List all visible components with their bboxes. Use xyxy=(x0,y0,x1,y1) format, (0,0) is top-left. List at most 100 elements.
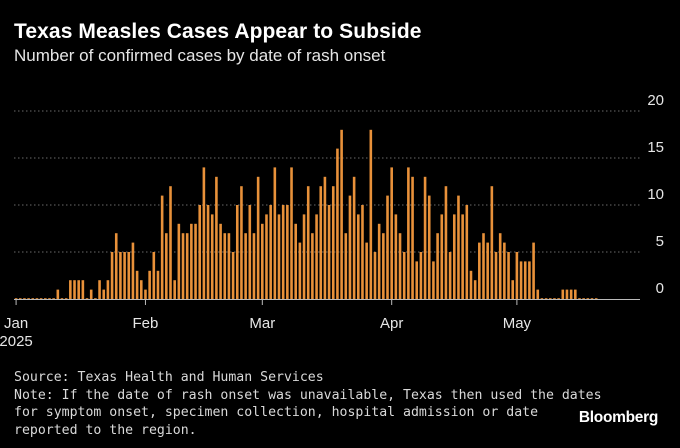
bar xyxy=(227,233,231,299)
bar xyxy=(18,298,22,299)
bar xyxy=(415,261,419,299)
bar xyxy=(44,298,47,299)
bar xyxy=(215,176,218,299)
bar xyxy=(377,223,381,299)
bar xyxy=(427,195,431,299)
bar xyxy=(89,289,93,299)
bar xyxy=(202,167,206,299)
bar xyxy=(352,176,356,299)
bar xyxy=(223,233,227,299)
bar xyxy=(102,289,106,299)
bar xyxy=(240,186,243,299)
bar xyxy=(515,252,519,299)
bar xyxy=(423,176,427,299)
bar xyxy=(294,223,297,299)
bar xyxy=(231,252,235,299)
bar xyxy=(382,233,385,299)
bar xyxy=(357,214,360,299)
bar xyxy=(135,270,139,299)
bar xyxy=(327,205,331,299)
bar xyxy=(144,289,147,299)
y-tick-label: 5 xyxy=(656,233,664,250)
bar xyxy=(548,298,552,299)
bar xyxy=(390,167,393,299)
bar xyxy=(114,233,118,299)
bar xyxy=(85,298,89,299)
bar xyxy=(553,298,556,299)
bar xyxy=(486,242,489,299)
bar xyxy=(194,223,197,299)
bar xyxy=(306,186,310,299)
bar xyxy=(331,186,335,299)
bar xyxy=(344,233,348,299)
bar xyxy=(131,242,135,299)
bar xyxy=(286,205,289,299)
bar xyxy=(110,252,114,299)
bar xyxy=(565,289,569,299)
x-tick-label: Feb xyxy=(133,315,159,332)
bar xyxy=(269,205,272,299)
bar xyxy=(319,186,323,299)
note-line: for symptom onset, specimen collection, … xyxy=(14,405,539,420)
bar xyxy=(340,129,343,299)
bar xyxy=(281,205,285,299)
bar xyxy=(436,233,439,299)
chart-subtitle: Number of confirmed cases by date of ras… xyxy=(14,46,386,65)
bar xyxy=(298,242,302,299)
bar xyxy=(361,205,364,299)
bar xyxy=(156,270,160,299)
bar xyxy=(265,214,268,299)
bar xyxy=(498,233,502,299)
bar xyxy=(582,298,585,299)
bar xyxy=(386,195,389,299)
bar xyxy=(586,298,590,299)
bar xyxy=(473,280,477,299)
bar xyxy=(507,252,510,299)
bar xyxy=(528,261,531,299)
bar xyxy=(106,280,110,299)
bar xyxy=(452,214,456,299)
bar xyxy=(478,242,481,299)
bar xyxy=(64,298,68,299)
bar xyxy=(148,270,151,299)
bar xyxy=(94,298,97,299)
bar xyxy=(60,298,64,299)
bar xyxy=(373,252,377,299)
bar xyxy=(457,195,460,299)
bar xyxy=(411,176,414,299)
bar xyxy=(27,298,30,299)
bar xyxy=(277,214,281,299)
note-line: Note: If the date of rash onset was unav… xyxy=(14,387,602,403)
bar xyxy=(482,233,485,299)
bar xyxy=(98,280,101,299)
bar xyxy=(532,242,535,299)
x-tick-label: Apr xyxy=(380,315,403,332)
x-tick-label: May xyxy=(503,315,532,332)
bar xyxy=(419,252,423,299)
bar xyxy=(256,176,260,299)
y-tick-label: 20 xyxy=(647,92,664,109)
bar xyxy=(261,223,264,299)
bar xyxy=(290,167,293,299)
bar xyxy=(523,261,527,299)
bar xyxy=(119,252,122,299)
bar xyxy=(494,252,498,299)
bar xyxy=(574,289,577,299)
bar xyxy=(407,167,410,299)
bar xyxy=(369,129,373,299)
bar xyxy=(557,298,560,299)
y-tick-label: 0 xyxy=(656,280,664,297)
bar xyxy=(152,252,156,299)
bar xyxy=(469,270,473,299)
bar xyxy=(503,242,506,299)
bar xyxy=(536,289,540,299)
bar xyxy=(248,205,252,299)
bar xyxy=(39,298,43,299)
bar xyxy=(52,298,55,299)
bar xyxy=(432,261,435,299)
bar xyxy=(590,298,594,299)
bar xyxy=(511,280,515,299)
bar xyxy=(302,214,306,299)
bar xyxy=(569,289,573,299)
